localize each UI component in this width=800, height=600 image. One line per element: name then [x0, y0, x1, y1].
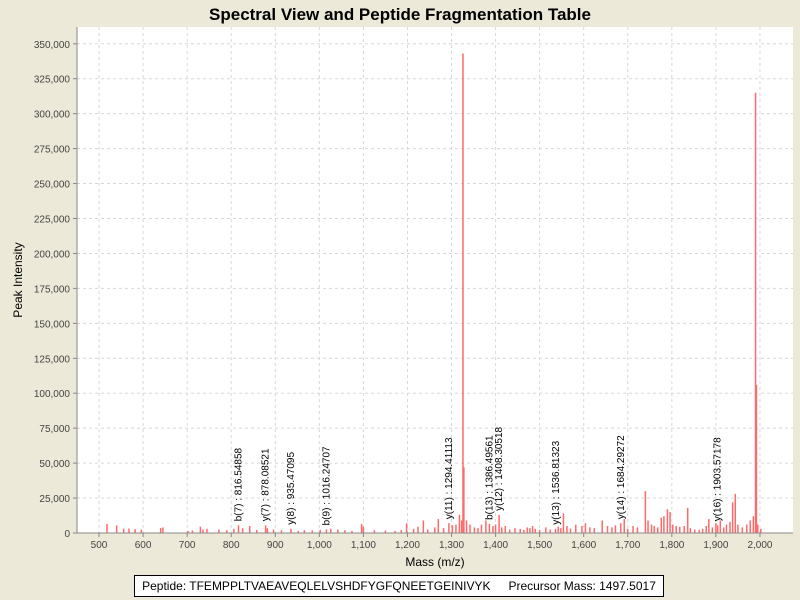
- y-tick-label: 75,000: [39, 424, 70, 435]
- y-tick-label: 325,000: [34, 75, 71, 86]
- x-tick-label: 900: [267, 540, 284, 551]
- x-ticks: 500 600 700 800 900 1,000 1,100 1,200 1,300 1,400…: [91, 533, 773, 551]
- x-tick-label: 1,200: [395, 540, 420, 551]
- y-tick-label: 200,000: [34, 249, 71, 260]
- chart-title: Spectral View and Peptide Fragmentation …: [209, 5, 591, 24]
- fragment-annotation: y(8) : 935.47095: [286, 452, 297, 525]
- y-tick-label: 350,000: [34, 40, 71, 51]
- y-tick-label: 125,000: [34, 354, 71, 365]
- y-tick-label: 25,000: [39, 494, 70, 505]
- fragment-annotation: b(9) : 1016.24707: [321, 446, 332, 525]
- x-tick-label: 600: [135, 540, 152, 551]
- plot-area: [77, 27, 793, 533]
- y-tick-label: 100,000: [34, 389, 71, 400]
- y-tick-label: 175,000: [34, 284, 71, 295]
- x-tick-label: 1,600: [571, 540, 596, 551]
- y-tick-label: 300,000: [34, 110, 71, 121]
- grid-layer: [77, 27, 793, 533]
- fragment-annotation: y(13) : 1536.81323: [551, 440, 562, 524]
- peaks-layer: [106, 53, 762, 533]
- fragment-annotation: y(14) : 1684.29272: [616, 435, 627, 519]
- x-tick-label: 1,300: [439, 540, 464, 551]
- y-tick-label: 250,000: [34, 180, 71, 191]
- x-axis-label: Mass (m/z): [405, 555, 464, 569]
- y-tick-label: 0: [64, 529, 70, 540]
- y-ticks: 0 25,000 50,000 75,000 100,000 125,000 150,000…: [34, 40, 77, 540]
- fragment-annotation: y(16) : 1903.57178: [712, 437, 723, 521]
- peptide-info-box: Peptide: TFEMPPLTVAEAVEQLELVSHDFYGFQNEET…: [134, 575, 664, 597]
- x-tick-label: 1,900: [703, 540, 728, 551]
- x-tick-label: 2,000: [747, 540, 772, 551]
- y-tick-label: 50,000: [39, 459, 70, 470]
- precursor-mass-label: Precursor Mass: 1497.5017: [508, 579, 656, 593]
- fragment-annotation: y(11) : 1294.41113: [444, 437, 455, 519]
- x-tick-label: 1,100: [351, 540, 376, 551]
- x-tick-label: 1,000: [307, 540, 332, 551]
- y-tick-label: 275,000: [34, 145, 71, 156]
- y-axis-label: Peak Intensity: [11, 242, 25, 317]
- x-tick-label: 1,400: [483, 540, 508, 551]
- fragment-annotation: b(7) : 816.54858: [234, 447, 245, 521]
- fragment-annotation: b(13) : 1386.49561: [485, 435, 496, 520]
- y-tick-label: 225,000: [34, 214, 71, 225]
- x-tick-label: 1,500: [527, 540, 552, 551]
- x-tick-label: 700: [179, 540, 196, 551]
- x-tick-label: 800: [223, 540, 240, 551]
- y-tick-label: 150,000: [34, 319, 71, 330]
- x-tick-label: 1,800: [659, 540, 684, 551]
- x-tick-label: 500: [91, 540, 108, 551]
- peptide-label: Peptide: TFEMPPLTVAEAVEQLELVSHDFYGFQNEET…: [142, 579, 491, 593]
- fragment-annotation: y(7) : 878.08521: [261, 448, 272, 521]
- fragment-annotation: y(12) : 1408.30518: [494, 426, 505, 510]
- annotations-layer: b(7) : 816.54858 y(7) : 878.08521 y(8) : 9…: [234, 426, 724, 525]
- x-tick-label: 1,700: [615, 540, 640, 551]
